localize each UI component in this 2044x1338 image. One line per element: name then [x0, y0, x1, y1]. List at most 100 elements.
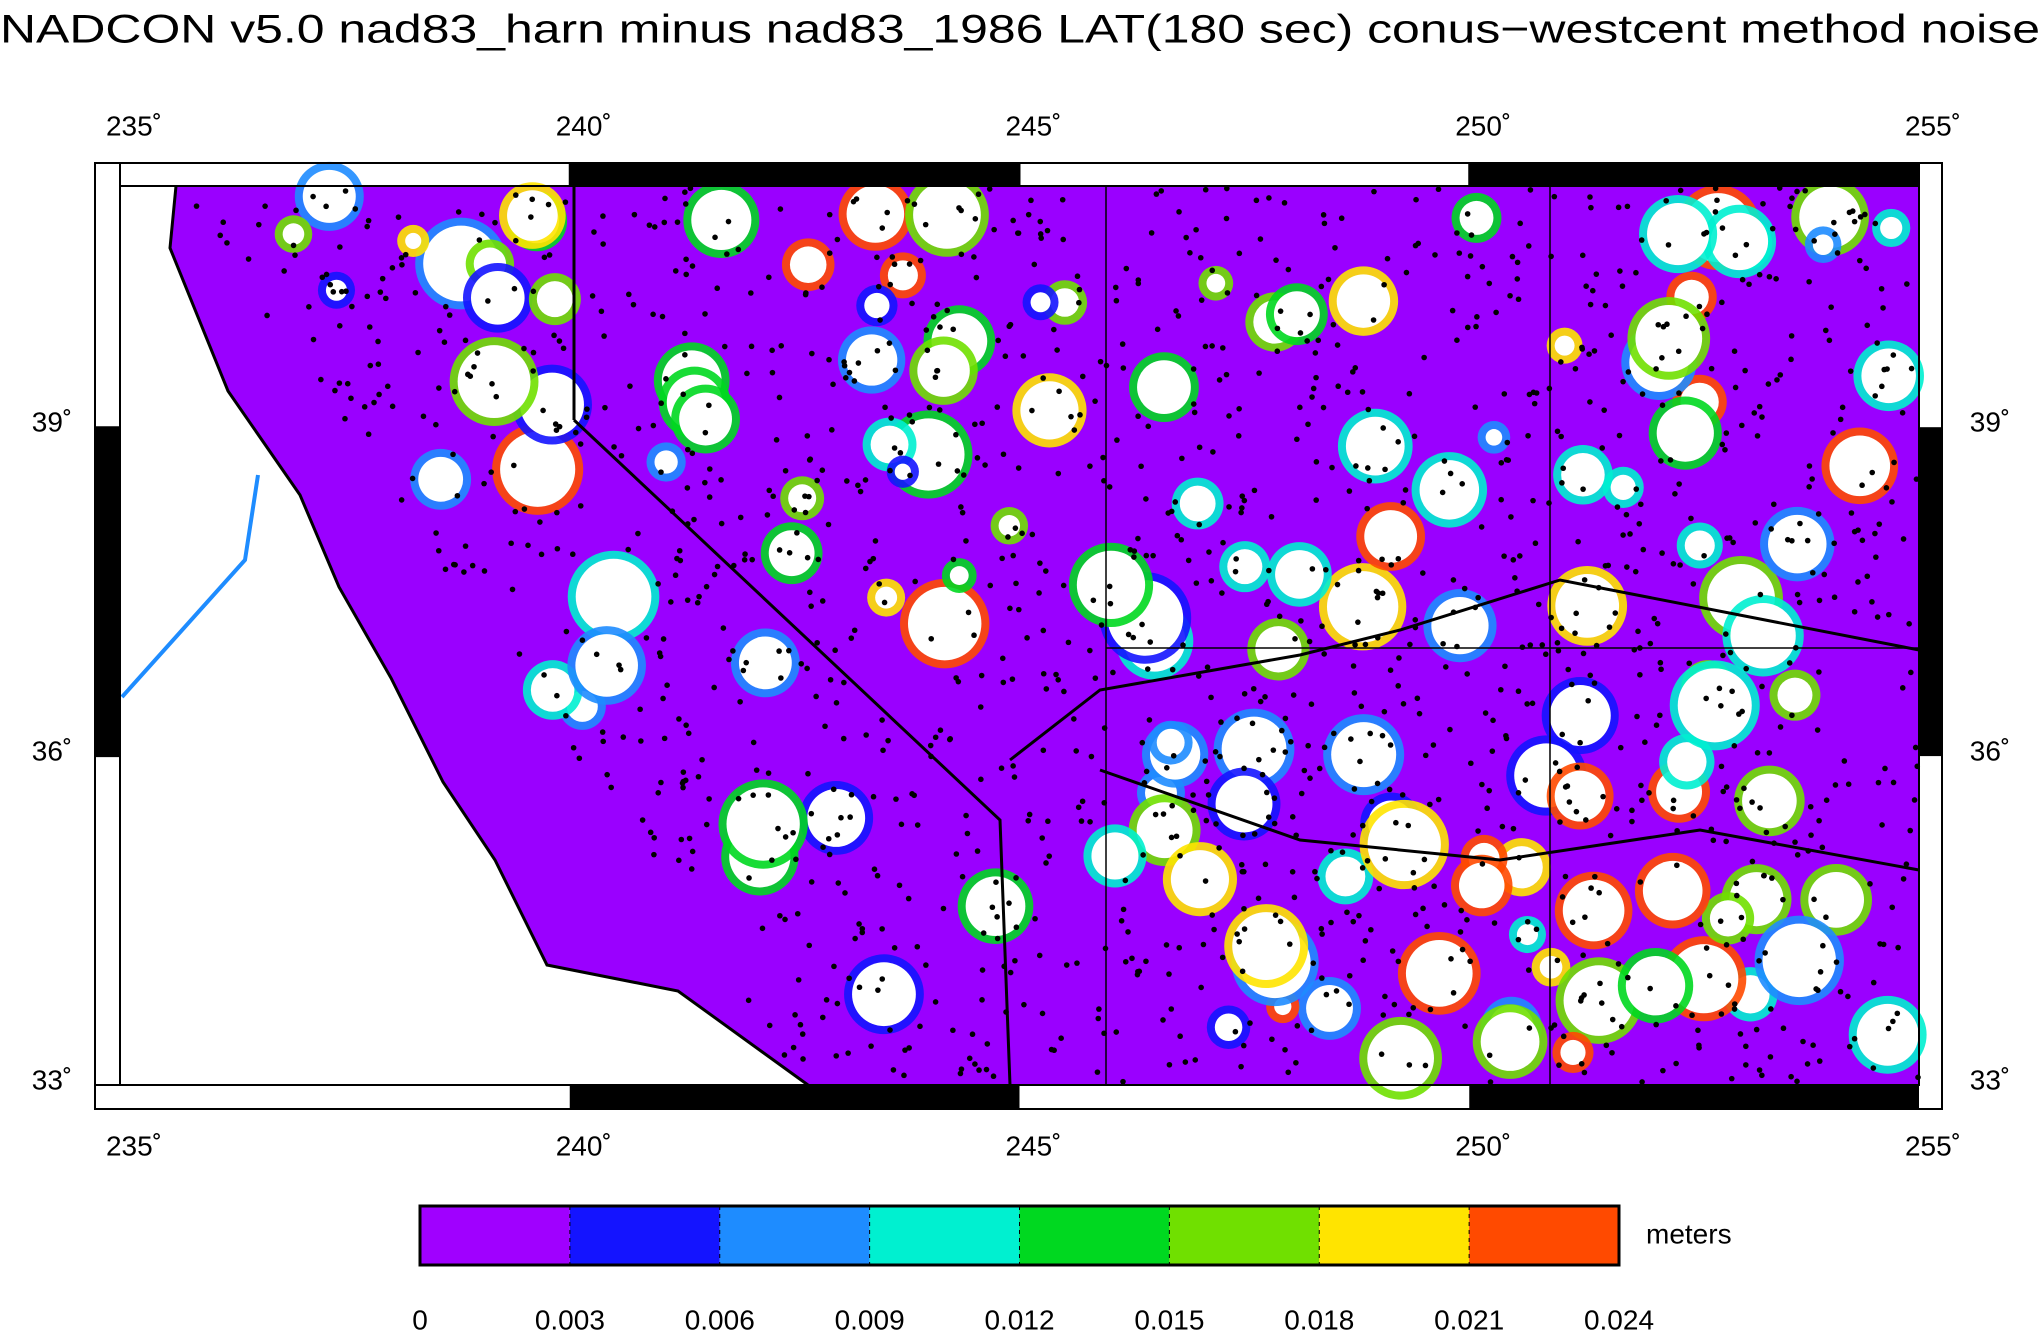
station: [1794, 188, 1800, 195]
station: [1213, 821, 1219, 827]
station: [706, 402, 712, 409]
station: [1289, 868, 1296, 875]
station: [1634, 713, 1640, 720]
station: [1139, 621, 1145, 628]
colorbar-label: 0.009: [835, 1304, 905, 1335]
noise-blob: [1684, 530, 1715, 561]
station: [959, 509, 966, 516]
station: [1560, 1033, 1567, 1040]
station: [1440, 640, 1446, 647]
station: [741, 557, 748, 563]
station: [1013, 580, 1019, 587]
station: [556, 338, 563, 344]
station: [626, 291, 632, 298]
station: [1740, 936, 1747, 943]
station: [663, 376, 669, 382]
station: [1787, 203, 1793, 210]
station: [1414, 695, 1421, 702]
station: [972, 1061, 978, 1067]
station: [1289, 814, 1296, 820]
station: [1623, 511, 1630, 518]
station: [702, 479, 708, 486]
colorbar-label: 0: [412, 1304, 428, 1335]
station: [1202, 878, 1209, 884]
station: [563, 628, 570, 635]
station: [1597, 980, 1603, 987]
station: [471, 363, 477, 370]
station: [1729, 688, 1735, 695]
station: [833, 700, 840, 706]
station: [1582, 914, 1588, 920]
station: [442, 566, 449, 573]
lat-label: 39˚: [32, 407, 72, 438]
noise-blob: [1625, 956, 1686, 1016]
station: [1313, 459, 1320, 465]
station: [1555, 647, 1562, 654]
station: [689, 263, 696, 269]
station: [979, 967, 986, 973]
station: [1548, 1025, 1554, 1031]
station: [808, 810, 815, 817]
station: [1219, 345, 1226, 351]
station: [928, 635, 935, 642]
station: [973, 274, 980, 281]
station: [1087, 647, 1093, 654]
noise-blob: [530, 668, 575, 712]
station: [822, 723, 828, 730]
station: [1823, 914, 1829, 921]
station: [1366, 477, 1373, 484]
station: [646, 222, 653, 228]
station: [1743, 1043, 1749, 1050]
station: [1703, 229, 1710, 236]
station: [1746, 281, 1752, 288]
station: [682, 201, 689, 207]
station: [1467, 958, 1473, 965]
station: [1198, 984, 1204, 991]
station: [1743, 665, 1749, 672]
station: [1614, 504, 1621, 510]
station: [930, 314, 937, 320]
station: [1757, 591, 1764, 598]
station: [1098, 622, 1105, 628]
noise-blob: [1136, 802, 1193, 859]
station: [1869, 469, 1876, 476]
station: [1615, 204, 1622, 211]
station: [1473, 323, 1479, 330]
station: [1329, 464, 1335, 471]
station: [882, 404, 888, 411]
noise-blob: [1880, 216, 1903, 240]
station: [1209, 267, 1216, 274]
station: [1515, 688, 1522, 695]
station: [1387, 742, 1394, 748]
station: [1281, 200, 1288, 206]
station: [1335, 383, 1342, 390]
station: [776, 394, 783, 401]
station: [1673, 1060, 1679, 1067]
station: [1331, 730, 1337, 737]
station: [1271, 820, 1278, 827]
station: [1379, 590, 1386, 597]
station: [1688, 515, 1694, 522]
station: [1339, 849, 1346, 855]
station: [1384, 255, 1391, 262]
station: [1301, 767, 1308, 774]
station: [1410, 1004, 1417, 1011]
station: [735, 795, 742, 802]
station: [935, 461, 942, 467]
station: [1294, 436, 1300, 443]
station: [1015, 230, 1021, 236]
station: [1816, 817, 1822, 824]
station: [1504, 439, 1511, 446]
noise-blob: [418, 456, 464, 502]
station: [799, 1031, 806, 1037]
station: [1058, 1035, 1064, 1041]
station: [1190, 366, 1197, 372]
station: [827, 676, 834, 683]
station: [830, 381, 836, 388]
station: [1558, 433, 1564, 440]
noise-blob: [1742, 773, 1797, 829]
station: [436, 385, 442, 391]
station: [1269, 1036, 1275, 1043]
station: [1789, 537, 1795, 544]
station: [1581, 577, 1588, 583]
